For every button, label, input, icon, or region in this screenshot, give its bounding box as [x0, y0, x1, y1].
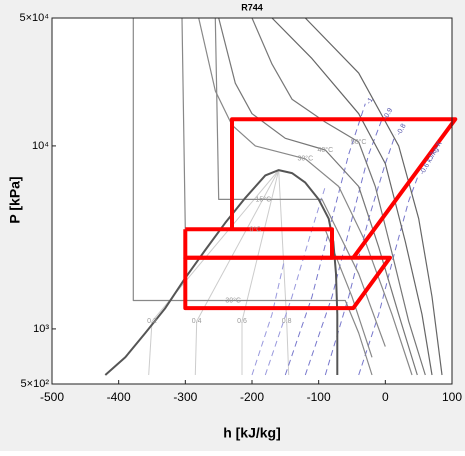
x-tick-label: -400	[107, 390, 131, 404]
curve	[304, 119, 383, 376]
curve	[132, 18, 373, 376]
curve	[218, 17, 418, 376]
curve-label: 0.8	[282, 318, 292, 325]
curve	[264, 186, 326, 376]
curve	[198, 17, 413, 376]
curve-label: 15°C	[256, 195, 272, 203]
curve-label: 0.6	[237, 318, 247, 325]
curve	[271, 17, 433, 376]
curve	[148, 169, 280, 376]
curve	[194, 169, 280, 376]
x-axis-label: h [kJ/kg]	[223, 425, 281, 441]
curve	[251, 17, 426, 376]
curve-label: 30°C	[298, 155, 314, 163]
curve-label: 0.2	[147, 318, 157, 325]
curve	[251, 255, 286, 376]
y-tick-label: 5×10²	[21, 378, 50, 390]
curve	[214, 17, 386, 347]
x-tick-label: -200	[240, 390, 264, 404]
x-tick-label: 0	[382, 390, 389, 404]
curve-label: 40°C	[318, 146, 334, 154]
curve-label: 0.4	[192, 318, 202, 325]
plot-area	[52, 18, 452, 384]
x-tick-label: -100	[307, 390, 331, 404]
y-tick-label: 10⁴	[32, 140, 49, 152]
x-tick-label: -300	[173, 390, 197, 404]
x-tick-label: 100	[442, 390, 462, 404]
y-tick-label: 10³	[33, 323, 49, 335]
chart-title: R744	[241, 2, 263, 12]
x-tick-label: -500	[40, 390, 64, 404]
curve	[358, 174, 420, 376]
y-tick-label: 5×10⁴	[19, 12, 49, 24]
curve-label: 0°C	[249, 226, 261, 234]
curve-label: 50°C	[351, 138, 367, 146]
curve	[183, 255, 392, 311]
y-axis-label: P [kPa]	[7, 176, 23, 223]
curve	[241, 169, 280, 375]
curve-label: -1	[366, 97, 375, 106]
curve-label: -30°C	[223, 296, 241, 304]
curve	[278, 170, 290, 376]
curve	[230, 117, 458, 259]
